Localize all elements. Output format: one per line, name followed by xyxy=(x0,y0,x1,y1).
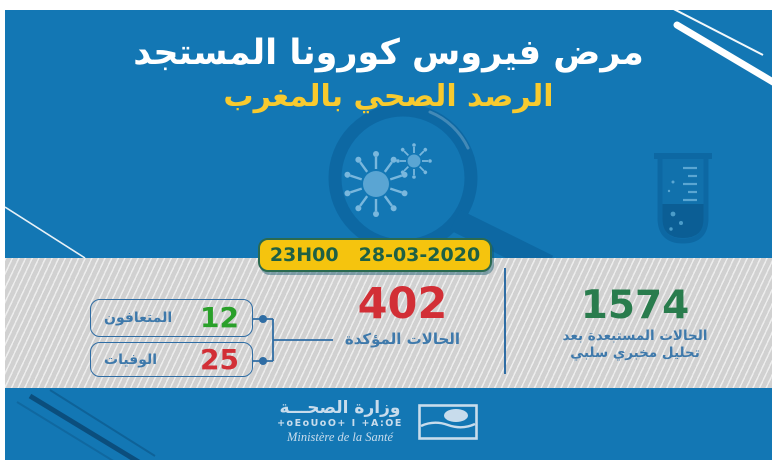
deaths-stat-box: الوفيات 25 xyxy=(90,342,253,377)
deaths-label: الوفيات xyxy=(104,351,158,368)
excluded-label: الحالات المستبعدة بعد تحليل مخبري سلبي xyxy=(540,328,730,362)
stats-band xyxy=(5,258,772,388)
confirmed-label: الحالات المؤكدة xyxy=(344,330,461,348)
ministry-name-arabic: وزارة الصحـــة xyxy=(279,398,401,418)
recovered-label: المتعافون xyxy=(104,310,173,326)
poster-title-line1: مرض فيروس كورونا المستجد xyxy=(133,33,644,73)
ministry-name-tifinagh: +oEoUoO+ I +A:OE xyxy=(277,418,403,429)
recovered-stat-box: المتعافون 12 xyxy=(90,299,253,337)
timestamp-badge: 23H00 28-03-2020 xyxy=(258,238,492,272)
ministry-emblem-icon xyxy=(418,404,478,440)
badge-date: 28-03-2020 xyxy=(358,244,481,266)
confirmed-value: 402 xyxy=(357,279,448,329)
excluded-label-line1: الحالات المستبعدة بعد xyxy=(562,328,708,344)
badge-time: 23H00 xyxy=(269,244,339,266)
poster-title-line2: الرصد الصحي بالمغرب xyxy=(223,79,554,114)
excluded-value: 1574 xyxy=(580,283,690,328)
blue-background xyxy=(5,10,772,460)
excluded-label-line2: تحليل مخبري سلبي xyxy=(570,344,700,361)
recovered-value: 12 xyxy=(200,301,239,334)
deaths-value: 25 xyxy=(200,342,239,376)
ministry-name-french: Ministère de la Santé xyxy=(286,430,394,444)
ministry-logo-text: وزارة الصحـــة +oEoUoO+ I +A:OE Ministèr… xyxy=(270,398,410,445)
